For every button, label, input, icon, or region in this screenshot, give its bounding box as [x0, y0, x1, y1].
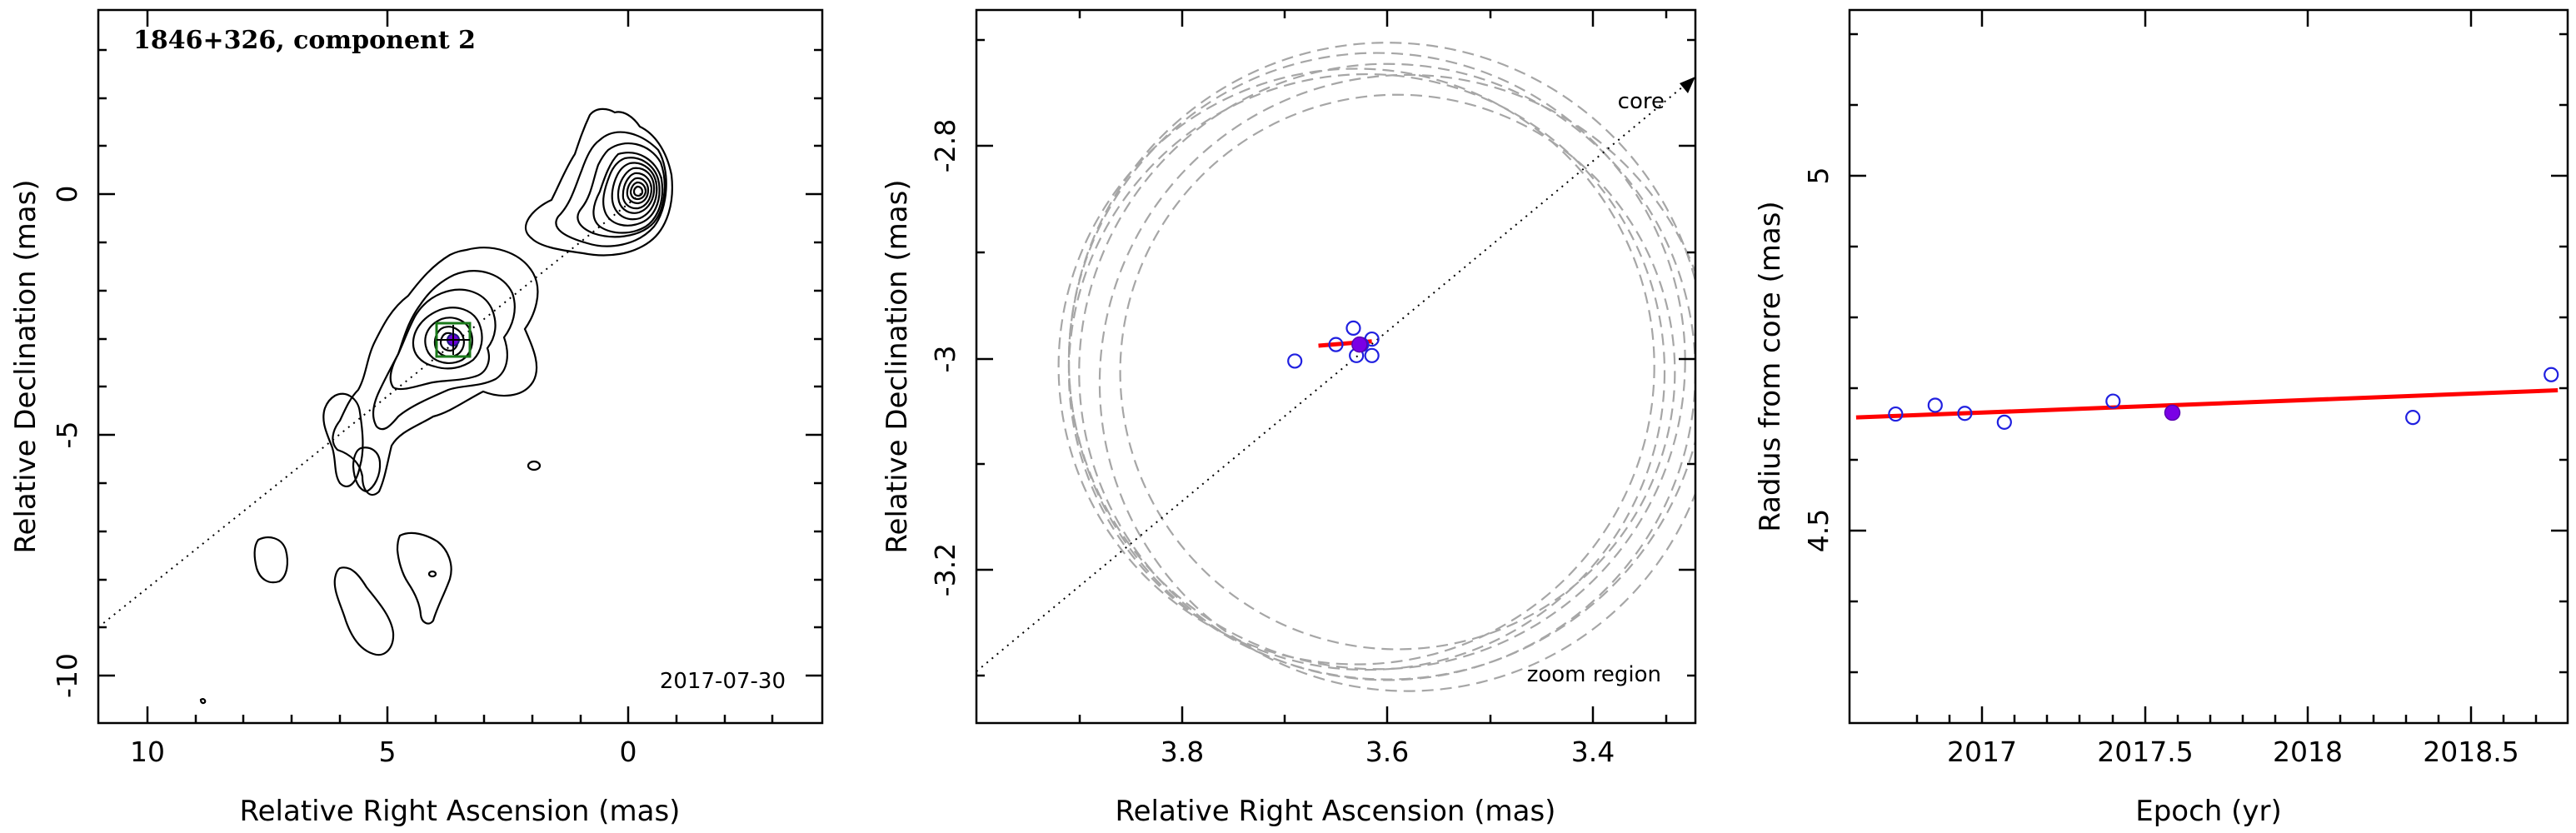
beam-circle	[1067, 42, 1695, 681]
panel1-title: 1846+326, component 2	[133, 26, 476, 55]
current-epoch-point	[1351, 336, 1368, 353]
panel2-frame	[975, 8, 1697, 725]
panel1-x-axis-title: Relative Right Ascension (mas)	[240, 795, 681, 828]
radius-point	[1957, 406, 1973, 421]
panel2-x-axis-title: Relative Right Ascension (mas)	[1116, 795, 1556, 828]
outer-contours	[199, 392, 542, 705]
panel2-ticks	[976, 10, 1695, 723]
contour-plot-area	[98, 107, 673, 705]
panel1-date-annotation: 2017-07-30	[660, 669, 786, 694]
panel-zoom-region: core zoom region 3.8 3.6 3.4 -2.8 -3 -3.…	[881, 8, 1697, 828]
core-arrow-head	[1680, 77, 1695, 93]
core-label: core	[1618, 89, 1665, 114]
panel3-y-axis-title: Radius from core (mas)	[1754, 201, 1787, 531]
panel3-frame	[1848, 8, 2569, 725]
radius-point	[1927, 397, 1943, 413]
panel1-ytick-label: 0	[51, 186, 83, 203]
beam-circle	[1119, 93, 1676, 651]
panel2-xtick-label: 3.8	[1161, 736, 1204, 768]
panel1-ytick-label: -10	[51, 653, 83, 698]
core-contours	[525, 107, 673, 257]
current-radius-point	[2164, 404, 2181, 421]
panel2-ytick-label: -3	[929, 346, 961, 373]
radius-points	[1888, 367, 2559, 430]
panel3-xtick-label: 2017	[1947, 736, 2017, 768]
radius-point	[2544, 367, 2559, 382]
panel1-frame	[97, 8, 824, 725]
epoch-position-point	[1364, 347, 1380, 363]
epoch-position-point	[1328, 337, 1344, 352]
beam-circle	[1067, 72, 1666, 671]
panel3-xtick-label: 2018.5	[2423, 736, 2519, 768]
epoch-position-point	[1345, 320, 1361, 337]
zoom-points	[1287, 320, 1380, 369]
panel3-xtick-label: 2018	[2273, 736, 2343, 768]
component-contours	[332, 247, 539, 496]
radius-point	[1996, 414, 2012, 430]
radius-point	[2105, 393, 2121, 409]
panel-radius-vs-epoch: 2017 2017.5 2018 2018.5 4.5 5 Epoch (yr)…	[1754, 8, 2569, 828]
panel1-xtick-label: 0	[620, 736, 637, 768]
panel1-ticks	[98, 10, 822, 723]
beam-circle	[1057, 67, 1655, 666]
panel2-ytick-label: -3.2	[929, 543, 961, 596]
panel1-xtick-label: 5	[379, 736, 397, 768]
panel3-ytick-label: 5	[1802, 167, 1835, 185]
panel1-y-axis-title: Relative Declination (mas)	[9, 179, 42, 553]
beam-circle	[1098, 73, 1695, 692]
panel2-xtick-label: 3.6	[1365, 736, 1409, 768]
panel3-x-axis-title: Epoch (yr)	[2135, 795, 2282, 828]
panel2-ytick-label: -2.8	[929, 119, 961, 172]
panel3-ticks	[1850, 10, 2568, 723]
component-marker	[435, 322, 472, 358]
radius-point	[2405, 410, 2421, 426]
panel2-y-axis-title: Relative Declination (mas)	[881, 179, 914, 553]
panel1-xtick-label: 10	[130, 736, 165, 768]
beam-circle	[1067, 52, 1686, 671]
beam-circles	[1057, 42, 1695, 692]
jet-axis-line	[98, 176, 663, 628]
beam-circle	[1078, 62, 1695, 681]
panel-contour-map: 1846+326, component 2 2017-07-30 10 5 0 …	[9, 8, 824, 828]
zoom-region-label: zoom region	[1527, 662, 1661, 687]
panel3-xtick-label: 2017.5	[2097, 736, 2193, 768]
radius-point	[1888, 406, 1904, 422]
panel2-xtick-label: 3.4	[1571, 736, 1615, 768]
epoch-position-point	[1287, 353, 1303, 369]
radius-fit-line	[1855, 388, 2559, 420]
panel1-ytick-label: -5	[51, 421, 83, 449]
panel3-ytick-label: 4.5	[1802, 509, 1835, 552]
